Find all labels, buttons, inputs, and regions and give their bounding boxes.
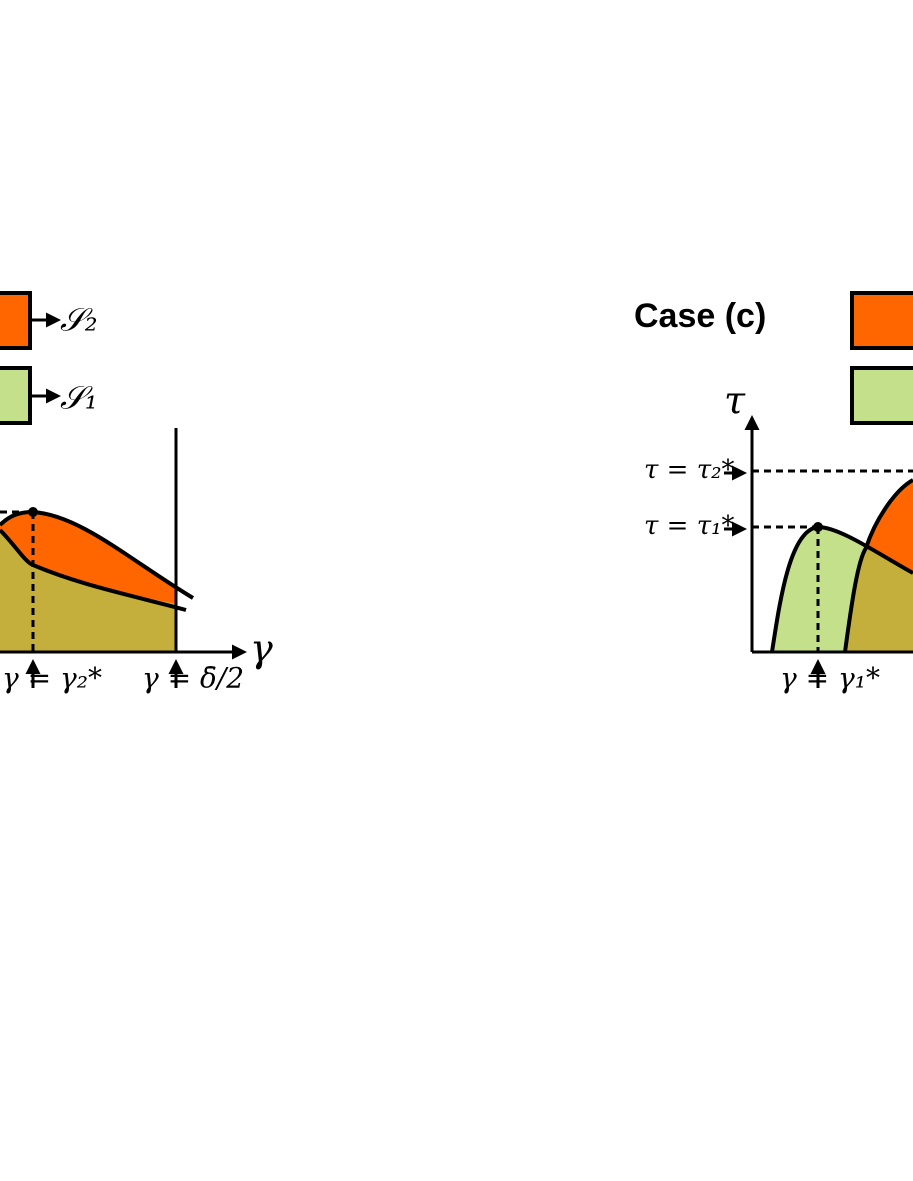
marker-label: γ = δ̄/2	[142, 662, 244, 695]
marker-label: γ = γ₁*	[780, 662, 880, 695]
legend-box-green	[0, 366, 32, 425]
peak-dot	[28, 507, 38, 517]
marker-label: γ = γ₂*	[2, 662, 102, 695]
peak-dot	[813, 522, 823, 532]
x-axis-label: γ	[250, 627, 273, 671]
legend-box-green	[850, 366, 913, 425]
region-orange	[866, 480, 913, 573]
case-label: Case (c)	[634, 297, 766, 335]
curve-2	[843, 478, 913, 653]
lower-curve	[0, 528, 187, 612]
right-panel: Case (c) τ τ = τ₂* τ = τ₁* γ = γ₁*	[634, 291, 913, 695]
level-label: τ = τ₁*	[644, 511, 735, 541]
y-axis-label: τ	[724, 379, 746, 423]
legend-label: 𝒮₂	[60, 301, 98, 339]
region-overlap	[845, 548, 913, 652]
region-orange	[0, 512, 176, 604]
level-label: τ = τ₂*	[644, 455, 735, 485]
legend-label: 𝒮₁	[60, 379, 98, 417]
legend-box-orange	[0, 291, 32, 350]
left-panel: 𝒮₂ 𝒮₁ γ γ = γ₂* γ = δ̄/2	[0, 291, 273, 695]
legend-box-orange	[850, 291, 913, 350]
upper-curve	[0, 509, 195, 600]
region-overlap	[0, 530, 176, 652]
